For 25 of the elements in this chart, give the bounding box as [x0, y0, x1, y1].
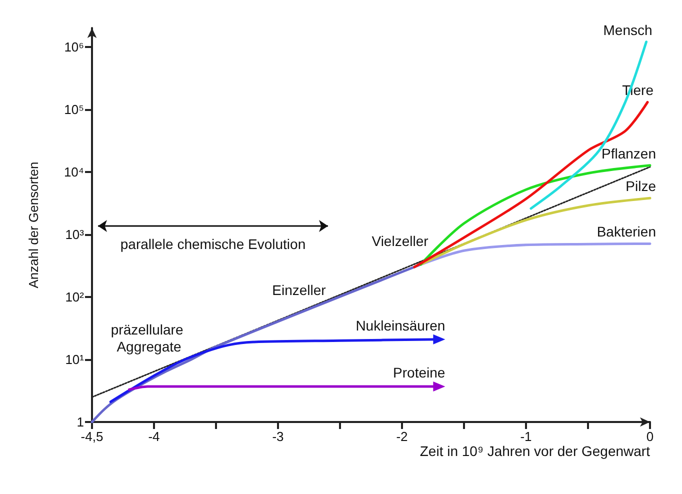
x-tick-label: -4 [148, 429, 160, 444]
series-label: Pilze [626, 178, 656, 194]
x-tick-label: -2 [396, 429, 408, 444]
annotation: parallele chemische Evolution [120, 236, 306, 252]
y-tick-label: 10² [65, 289, 85, 304]
y-tick-label: 1 [76, 414, 84, 430]
x-tick-label: -4,5 [80, 429, 104, 444]
y-tick-label: 10³ [65, 226, 85, 242]
y-tick-label: 10⁶ [64, 39, 84, 54]
x-tick-label: -1 [520, 429, 532, 444]
annotation: präzellulare Aggregate [110, 322, 188, 354]
annotation: Vielzeller [372, 233, 429, 249]
x-tick-label: 0 [646, 429, 654, 444]
series-label: Proteine [393, 364, 446, 380]
series-label: Bakterien [596, 224, 656, 240]
y-tick-label: 10⁵ [64, 102, 84, 117]
series-label: Pflanzen [602, 145, 656, 162]
y-axis-title: Anzahl der Gensorten [26, 162, 41, 288]
series-label: Nukleinsäuren [356, 317, 446, 334]
annotation: Einzeller [272, 282, 326, 298]
y-tick-label: 10⁴ [64, 164, 84, 180]
x-tick-label: -3 [272, 429, 284, 444]
y-tick-label: 10¹ [65, 352, 85, 367]
x-axis-title: Zeit in 10⁹ Jahren vor der Gegenwart [420, 443, 650, 459]
series-label: Mensch [603, 22, 652, 38]
